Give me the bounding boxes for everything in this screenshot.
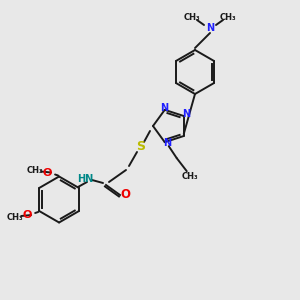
Text: CH₃: CH₃ [182,172,198,181]
Text: CH₃: CH₃ [27,166,44,175]
Text: N: N [160,103,168,113]
Text: O: O [42,167,52,178]
Text: CH₃: CH₃ [184,14,200,22]
Text: CH₃: CH₃ [7,214,23,223]
Text: N: N [206,23,214,33]
Text: N: N [163,138,171,148]
Text: HN: HN [77,174,93,184]
Text: S: S [136,140,146,152]
Text: N: N [182,109,190,119]
Text: O: O [120,188,130,202]
Text: O: O [22,210,32,220]
Text: CH₃: CH₃ [220,14,236,22]
